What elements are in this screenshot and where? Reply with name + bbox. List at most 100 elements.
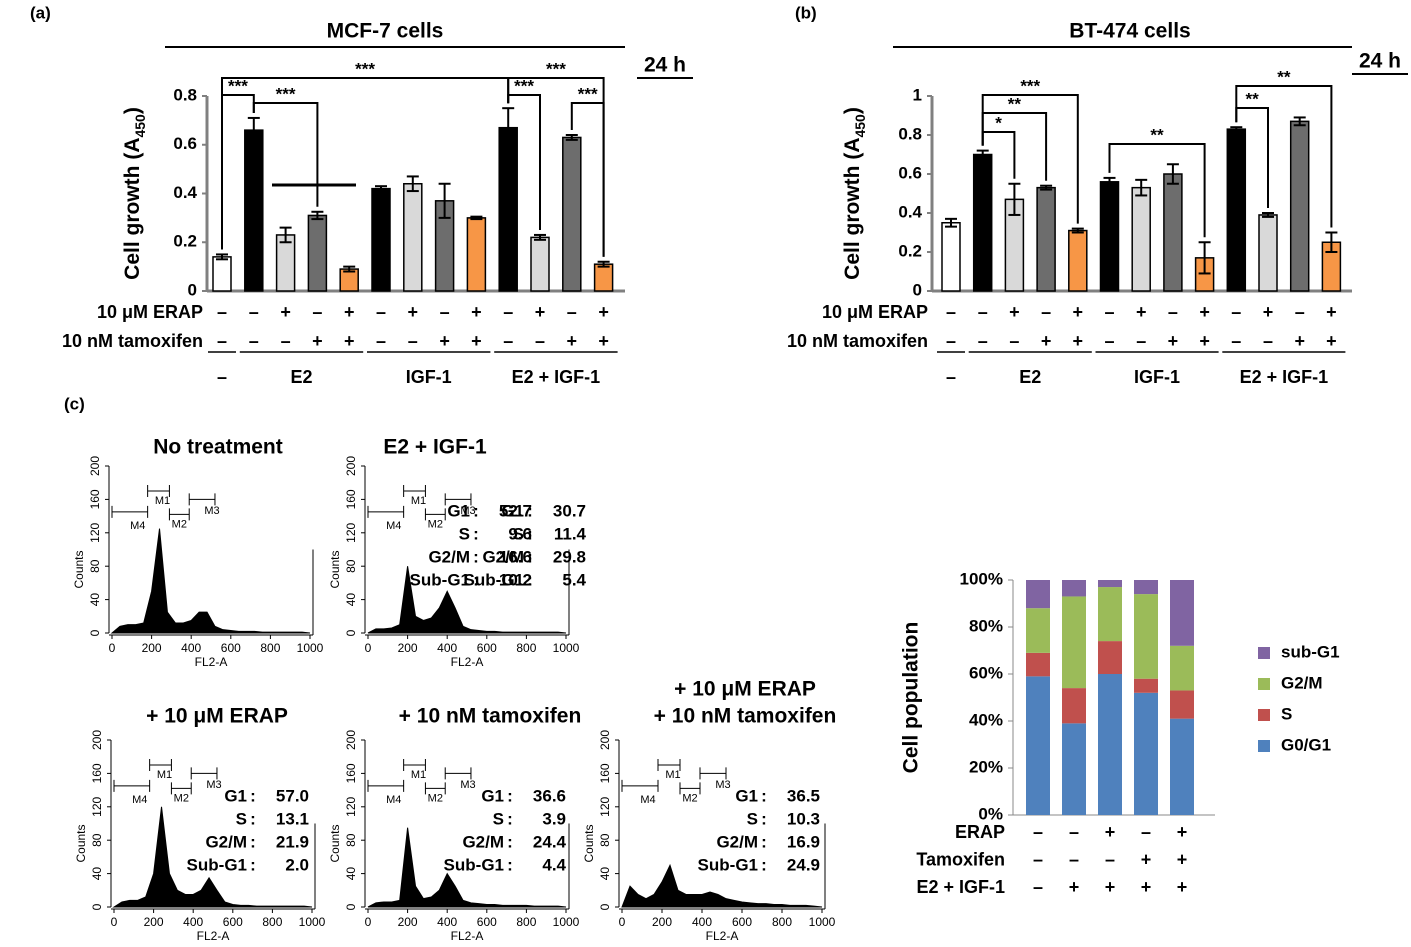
gate-label: M3 bbox=[715, 779, 730, 791]
treatment-sign: – bbox=[217, 331, 227, 351]
treatment-sign: + bbox=[1041, 331, 1052, 351]
y-axis-label-end: ) bbox=[841, 107, 864, 114]
stat-label: G2/M bbox=[428, 547, 470, 566]
y-axis-label: Counts bbox=[582, 824, 596, 862]
treatment-sign: – bbox=[249, 302, 259, 322]
x-tick-label: 800 bbox=[516, 915, 536, 929]
stat-separator: : bbox=[507, 832, 513, 851]
stat-value: 9.6 bbox=[508, 524, 532, 543]
treatment-label: 10 nM tamoxifen bbox=[62, 331, 203, 351]
stat-separator: : bbox=[761, 855, 767, 874]
stat-label: G1 bbox=[735, 786, 758, 805]
y-axis-label-sub: 450 bbox=[852, 114, 868, 138]
significance-label: *** bbox=[228, 76, 248, 95]
gate-label: M3 bbox=[460, 505, 475, 517]
significance-bracket bbox=[570, 102, 605, 257]
gate-marker bbox=[699, 767, 727, 780]
gate-marker bbox=[424, 508, 446, 521]
stat-value: 13.1 bbox=[276, 809, 309, 828]
significance-bracket bbox=[252, 102, 319, 207]
x-tick-label: 400 bbox=[437, 641, 457, 655]
y-tick-label: 0.6 bbox=[898, 163, 922, 182]
y-tick-label: 80 bbox=[344, 833, 358, 847]
histogram-area bbox=[367, 566, 567, 634]
stat-value: 57.0 bbox=[276, 786, 309, 805]
y-tick-label: 0 bbox=[913, 280, 922, 299]
bar bbox=[1036, 186, 1056, 292]
bar-segment bbox=[1098, 674, 1122, 815]
x-tick-label: 800 bbox=[516, 641, 536, 655]
gate-label: M4 bbox=[386, 520, 401, 532]
y-tick-label: 0% bbox=[978, 804, 1003, 823]
bar bbox=[1131, 186, 1151, 292]
group-label: E2 + IGF-1 bbox=[1240, 367, 1329, 387]
bar bbox=[562, 136, 582, 292]
treatment-sign: + bbox=[1294, 331, 1305, 351]
y-tick-label: 160 bbox=[344, 763, 358, 783]
bar bbox=[1099, 181, 1120, 292]
stat-label: S bbox=[493, 809, 504, 828]
x-tick-label: 600 bbox=[477, 915, 497, 929]
treatment-sign: – bbox=[1009, 331, 1019, 351]
treatment-sign: + bbox=[1326, 302, 1337, 322]
significance-label: ** bbox=[1150, 125, 1164, 144]
legend-swatch bbox=[1258, 647, 1270, 659]
y-tick-label: 200 bbox=[344, 456, 358, 476]
x-tick-label: 200 bbox=[142, 641, 162, 655]
row-sign: – bbox=[1069, 849, 1079, 869]
treatment-sign: – bbox=[376, 302, 386, 322]
bar-segment bbox=[1062, 580, 1086, 597]
treatment-sign: – bbox=[408, 331, 418, 351]
treatment-sign: – bbox=[503, 331, 513, 351]
stat-value: 30.7 bbox=[553, 501, 586, 520]
bar-segment bbox=[1026, 580, 1050, 609]
treatment-sign: – bbox=[217, 302, 227, 322]
treatment-sign: – bbox=[1104, 331, 1114, 351]
x-tick-label: 200 bbox=[652, 915, 672, 929]
treatment-sign: + bbox=[1168, 331, 1179, 351]
gate-label: M1 bbox=[665, 769, 680, 781]
treatment-label: 10 μM ERAP bbox=[97, 302, 203, 322]
y-tick-label: 60% bbox=[969, 663, 1003, 682]
x-tick-label: 200 bbox=[398, 641, 418, 655]
significance-label: *** bbox=[578, 84, 598, 103]
row-sign: – bbox=[1105, 849, 1115, 869]
x-tick-label: 1000 bbox=[553, 641, 580, 655]
treatment-sign: – bbox=[535, 331, 545, 351]
significance-bracket bbox=[507, 77, 605, 257]
treatment-sign: – bbox=[312, 302, 322, 322]
y-tick-label: 160 bbox=[344, 489, 358, 509]
gate-label: M3 bbox=[204, 505, 219, 517]
treatment-sign: – bbox=[503, 302, 513, 322]
bar bbox=[244, 129, 264, 292]
treatment-sign: + bbox=[1009, 302, 1020, 322]
y-tick-label: 0 bbox=[188, 280, 197, 299]
group-label: IGF-1 bbox=[406, 367, 452, 387]
stat-label: G1 bbox=[481, 786, 504, 805]
y-tick-label: 0 bbox=[90, 903, 104, 910]
x-tick-label: 1000 bbox=[299, 915, 326, 929]
treatment-sign: – bbox=[1136, 331, 1146, 351]
y-tick-label: 40 bbox=[88, 593, 102, 607]
bar bbox=[1226, 128, 1247, 292]
stat-separator: : bbox=[250, 855, 256, 874]
bar bbox=[530, 236, 550, 292]
gate-marker bbox=[657, 759, 681, 772]
gate-marker bbox=[444, 767, 472, 780]
stat-label: G2/M bbox=[482, 547, 524, 566]
stat-separator: : bbox=[527, 501, 533, 520]
row-sign: + bbox=[1069, 877, 1080, 897]
row-sign: + bbox=[1141, 877, 1152, 897]
bar bbox=[403, 183, 423, 292]
bar-segment bbox=[1026, 652, 1050, 677]
y-tick-label: 200 bbox=[88, 456, 102, 476]
stat-value: 11.4 bbox=[554, 524, 587, 543]
bar bbox=[1068, 229, 1088, 292]
treatment-sign: + bbox=[471, 302, 482, 322]
row-sign: + bbox=[1105, 822, 1116, 842]
chart-title: BT-474 cells bbox=[1069, 20, 1190, 43]
bar-segment bbox=[1134, 692, 1158, 815]
treatment-sign: – bbox=[946, 331, 956, 351]
treatment-sign: + bbox=[1073, 331, 1084, 351]
treatment-sign: + bbox=[598, 302, 609, 322]
